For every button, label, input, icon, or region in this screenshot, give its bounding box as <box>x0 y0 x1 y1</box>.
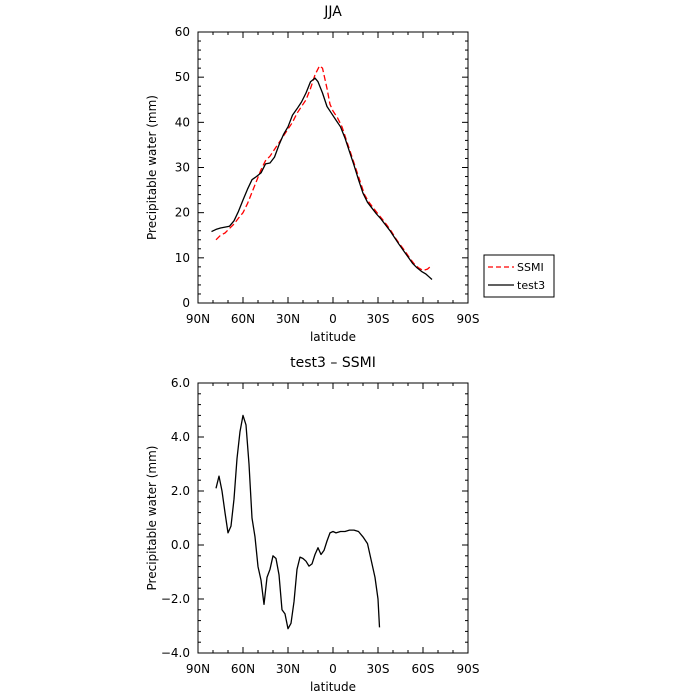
x-tick-label: 60N <box>231 312 255 326</box>
y-tick-label: −2.0 <box>161 592 190 606</box>
y-tick-label: 60 <box>175 25 190 39</box>
y-axis-label: Precipitable water (mm) <box>145 446 159 591</box>
legend-label-ssmi: SSMI <box>517 261 544 274</box>
y-tick-label: 20 <box>175 206 190 220</box>
y-axis-label: Precipitable water (mm) <box>145 95 159 240</box>
x-tick-label: 90N <box>186 312 210 326</box>
legend: SSMI test3 <box>483 254 555 298</box>
axis-ticks: 90N 60N 30N 0 30S 60S 90S 0 10 20 30 40 50 60 <box>175 25 480 326</box>
y-tick-label: 10 <box>175 251 190 265</box>
x-tick-label: 60N <box>231 662 255 676</box>
x-tick-label: 30N <box>276 662 300 676</box>
plot-frame <box>197 382 469 654</box>
y-tick-label: 0 <box>182 296 190 310</box>
y-tick-label: 2.0 <box>171 484 190 498</box>
y-tick-label: 4.0 <box>171 430 190 444</box>
x-tick-label: 90N <box>186 662 210 676</box>
legend-label-test3: test3 <box>517 279 545 292</box>
series-line-test3 <box>211 77 433 280</box>
axis-ticks: 90N 60N 30N 0 30S 60S 90S −4.0 −2.0 0.0 2.0 4.0 6.0 <box>161 376 480 676</box>
series-lines <box>215 414 381 630</box>
x-tick-label: 90S <box>457 312 480 326</box>
x-tick-label: 0 <box>329 662 337 676</box>
y-tick-label: 40 <box>175 115 190 129</box>
plot-frame <box>197 31 469 304</box>
y-tick-label: −4.0 <box>161 646 190 660</box>
x-tick-label: 30N <box>276 312 300 326</box>
chart-title: test3 – SSMI <box>290 355 376 371</box>
x-tick-label: 0 <box>329 312 337 326</box>
x-tick-label: 30S <box>367 312 390 326</box>
y-tick-label: 6.0 <box>171 376 190 390</box>
x-tick-label: 30S <box>367 662 390 676</box>
x-axis-label: latitude <box>310 680 356 694</box>
x-tick-label: 60S <box>412 662 435 676</box>
bottom-panel-difference: test3 – SSMI 90N 60N 30N 0 30S 60S 90S −4.0 −2.0… <box>145 355 479 694</box>
series-line-ssmi <box>215 65 433 272</box>
series-lines <box>211 65 433 280</box>
x-tick-label: 60S <box>412 312 435 326</box>
top-panel-jja: JJA 90N 60N 30N 0 30S 60S 90S 0 10 20 30 40 50 60 lat… <box>145 4 555 344</box>
x-axis-label: latitude <box>310 330 356 344</box>
legend-box <box>483 254 555 298</box>
y-tick-label: 50 <box>175 70 190 84</box>
y-tick-label: 0.0 <box>171 538 190 552</box>
y-tick-label: 30 <box>175 161 190 175</box>
chart-title: JJA <box>323 4 342 20</box>
x-tick-label: 90S <box>457 662 480 676</box>
series-line-difference <box>215 414 381 630</box>
